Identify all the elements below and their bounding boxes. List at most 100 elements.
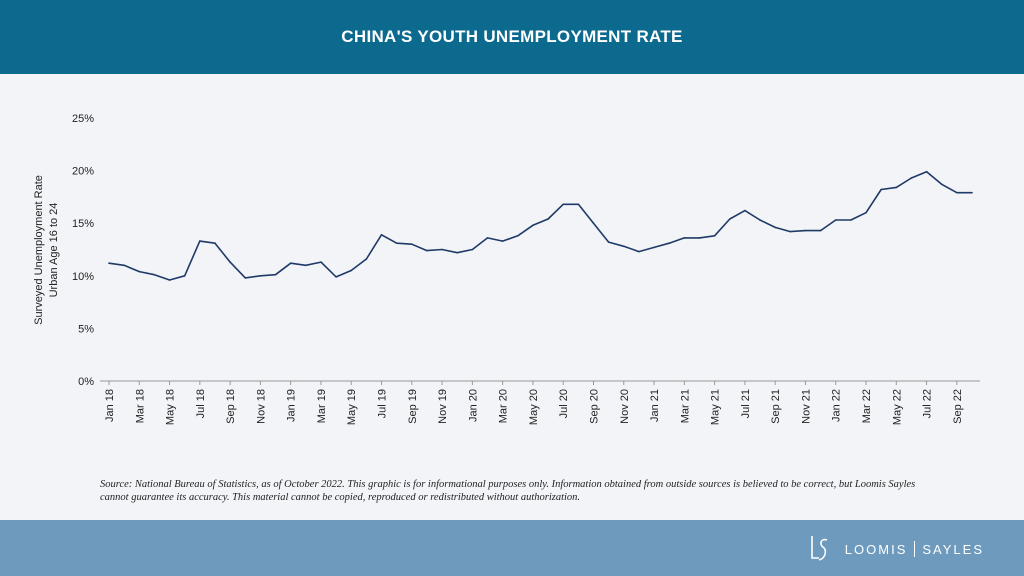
x-tick-label: Jul 20 xyxy=(558,389,570,418)
data-point xyxy=(865,211,867,214)
data-point xyxy=(501,240,504,242)
data-point xyxy=(259,275,262,277)
footer-bar: LOOMIS SAYLES xyxy=(0,520,1024,576)
data-point xyxy=(214,242,216,244)
x-tick-label: Sep 22 xyxy=(952,389,964,424)
data-point xyxy=(562,203,564,206)
data-point xyxy=(486,237,489,239)
data-point xyxy=(850,219,852,221)
x-tick-label: May 18 xyxy=(165,389,177,425)
data-point xyxy=(244,277,247,279)
logo-text-sayles: SAYLES xyxy=(922,541,984,557)
x-tick-label: Jan 21 xyxy=(649,389,661,422)
x-tick-label: Mar 21 xyxy=(679,389,691,423)
data-point xyxy=(789,230,792,233)
x-tick-label: Sep 19 xyxy=(407,389,419,424)
data-point xyxy=(168,279,171,281)
data-point xyxy=(653,246,655,249)
y-tick-label: 0% xyxy=(78,376,94,388)
data-point xyxy=(744,209,746,212)
x-tick-label: Sep 20 xyxy=(588,389,600,424)
loomis-sayles-logo: LOOMIS SAYLES xyxy=(807,534,984,564)
data-point xyxy=(925,170,928,173)
series-points xyxy=(108,170,973,281)
x-axis-ticks: Jan 18 Mar 18 May 18 Jul 18 Sep 18 Nov 18 Jan … xyxy=(104,381,964,425)
x-tick-label: Nov 18 xyxy=(255,389,267,424)
data-point xyxy=(456,251,459,254)
line-chart: Surveyed Unemployment Rate Urban Age 16 … xyxy=(33,113,980,425)
data-point xyxy=(183,275,186,277)
x-tick-label: Mar 20 xyxy=(498,389,510,423)
x-tick-label: Mar 22 xyxy=(861,389,873,423)
data-point xyxy=(834,219,837,221)
x-tick-label: Mar 18 xyxy=(134,389,146,423)
data-point xyxy=(441,248,443,251)
x-tick-label: Jan 20 xyxy=(467,389,479,422)
data-point xyxy=(713,235,716,237)
x-tick-label: Nov 20 xyxy=(619,389,631,424)
data-point xyxy=(940,183,943,186)
data-point xyxy=(108,262,110,265)
x-tick-label: Sep 21 xyxy=(770,389,782,424)
y-axis-ticks: 0% 5% 10% 15% 20% 25% xyxy=(72,113,94,388)
y-tick-label: 10% xyxy=(72,271,94,283)
data-point xyxy=(547,218,549,220)
data-point xyxy=(123,264,125,267)
data-point xyxy=(380,234,383,236)
data-point xyxy=(229,261,231,263)
source-note: Source: National Bureau of Statistics, a… xyxy=(100,479,916,503)
x-tick-label: Nov 19 xyxy=(437,389,449,424)
data-point xyxy=(638,250,640,253)
data-point xyxy=(320,261,322,263)
y-tick-label: 25% xyxy=(72,113,94,125)
x-tick-label: Jul 22 xyxy=(922,389,934,418)
x-tick-label: Jan 18 xyxy=(104,389,116,422)
data-point xyxy=(532,224,534,227)
x-tick-label: Jul 18 xyxy=(195,389,207,418)
data-point xyxy=(971,191,973,194)
x-tick-label: Nov 21 xyxy=(800,389,812,424)
data-point xyxy=(395,242,398,244)
data-point xyxy=(350,269,353,272)
data-point xyxy=(517,235,519,237)
x-tick-label: Jan 19 xyxy=(286,389,298,422)
data-point xyxy=(577,203,580,206)
data-point xyxy=(199,240,201,242)
y-axis-label-line-1: Surveyed Unemployment Rate xyxy=(33,175,45,325)
data-point xyxy=(668,242,670,244)
x-tick-label: Jul 21 xyxy=(740,389,752,418)
x-tick-label: May 21 xyxy=(710,389,722,425)
y-tick-label: 5% xyxy=(78,323,94,335)
data-point xyxy=(153,273,156,276)
series-line-youth-unemployment xyxy=(108,170,972,281)
data-point xyxy=(759,219,761,221)
y-axis-label-line-2: Urban Age 16 to 24 xyxy=(48,203,60,298)
x-tick-label: Jul 19 xyxy=(377,389,389,418)
data-point xyxy=(289,262,292,265)
x-tick-label: Sep 18 xyxy=(225,389,237,424)
data-point xyxy=(138,270,141,273)
ls-monogram-icon xyxy=(810,536,828,561)
header-bar: CHINA'S YOUTH UNEMPLOYMENT RATE xyxy=(0,0,1024,74)
x-tick-label: May 19 xyxy=(346,389,358,425)
x-tick-label: Mar 19 xyxy=(316,389,328,423)
data-point xyxy=(683,237,686,239)
data-point xyxy=(623,245,625,248)
data-point xyxy=(910,177,913,179)
data-point xyxy=(426,249,428,252)
logo-divider xyxy=(914,541,916,557)
x-tick-label: May 20 xyxy=(528,389,540,425)
data-point xyxy=(592,222,595,224)
x-tick-label: Jan 22 xyxy=(831,389,843,422)
y-axis-label: Surveyed Unemployment Rate Urban Age 16 … xyxy=(33,175,60,325)
data-point xyxy=(880,188,882,191)
data-point xyxy=(335,276,337,278)
data-point xyxy=(274,273,277,276)
data-point xyxy=(956,191,958,194)
data-point xyxy=(819,229,822,232)
data-point xyxy=(774,226,776,229)
data-point xyxy=(607,241,610,243)
data-point xyxy=(729,218,731,220)
y-tick-label: 20% xyxy=(72,166,94,178)
data-point xyxy=(305,264,307,267)
